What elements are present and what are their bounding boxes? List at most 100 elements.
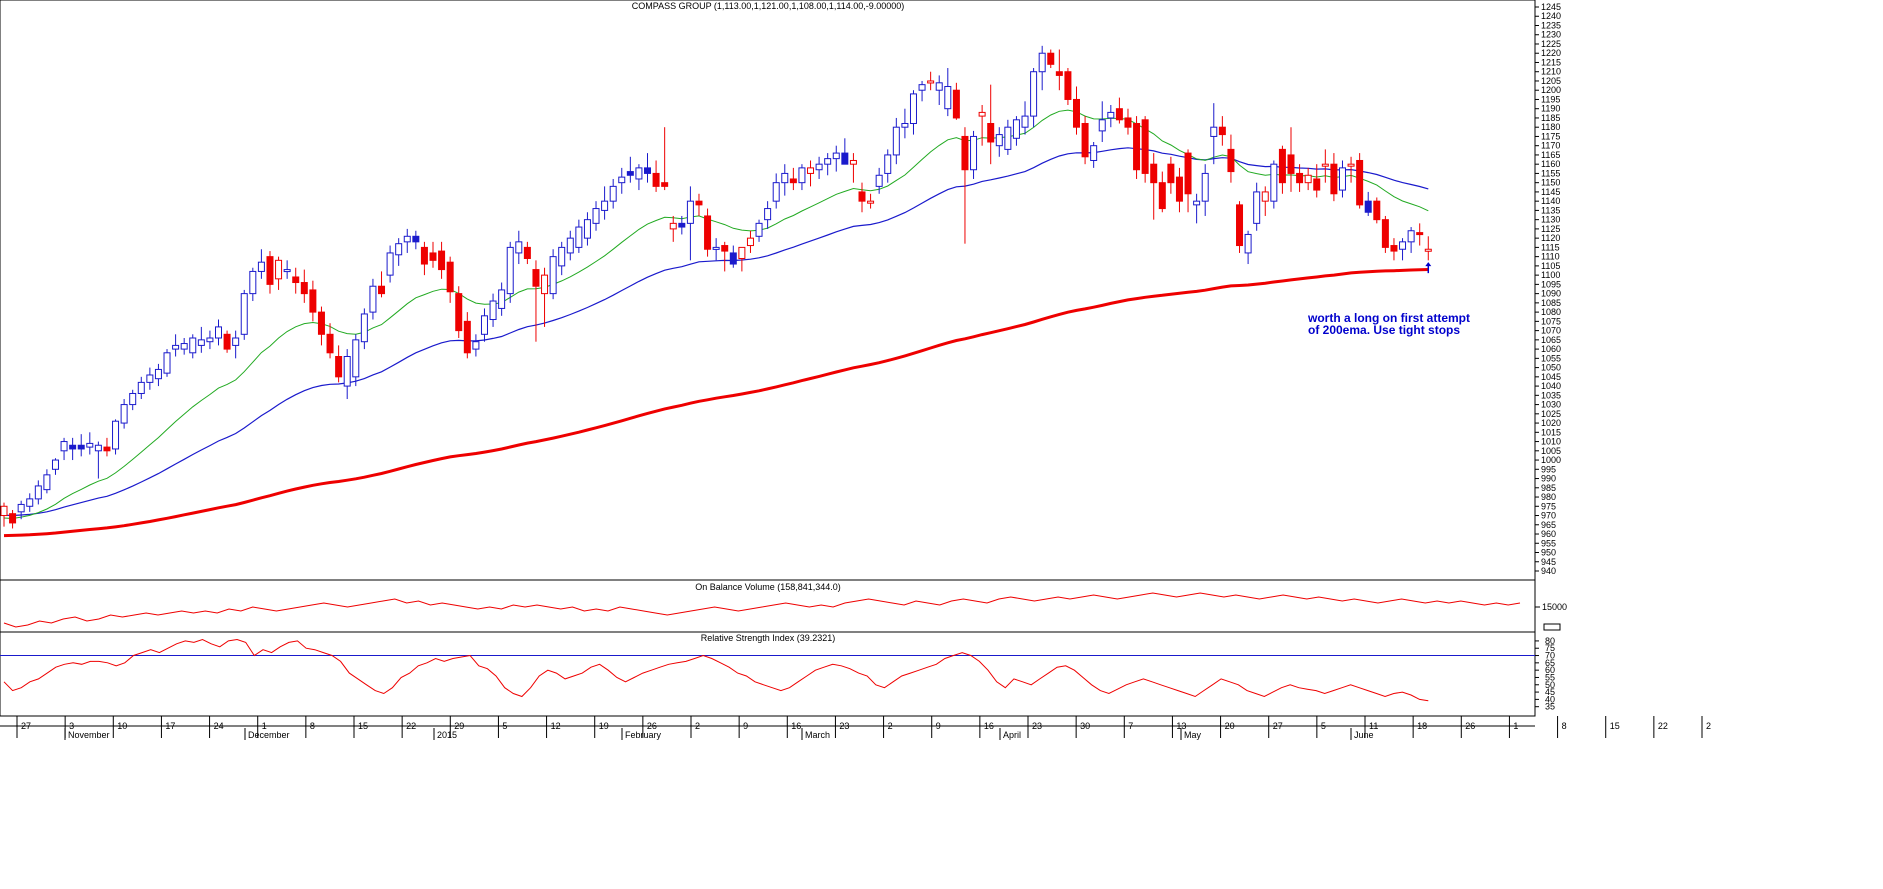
price-tick-label: 1155 [1541,168,1560,178]
price-tick-label: 1135 [1541,205,1560,215]
candle-body [1167,163,1175,184]
candle-body [446,261,454,293]
price-tick-label: 1185 [1541,113,1560,123]
day-label: 2 [1706,721,1711,731]
candle-body [438,250,446,271]
price-tick-label: 945 [1541,557,1556,567]
candle-body [575,226,583,248]
candle-body [429,252,437,261]
price-tick-label: 1050 [1541,363,1561,373]
month-label: December [248,730,290,740]
candle-body [26,498,34,507]
candle-body [1004,126,1012,150]
price-tick-label: 1215 [1541,57,1561,67]
ema-200-line [3,268,1429,538]
price-tick-label: 1240 [1541,11,1561,21]
candle-body [300,282,308,295]
candle-body [566,237,574,254]
price-tick-label: 1110 [1541,252,1560,262]
rsi-line [3,638,1429,702]
rsi-tick-label: 55 [1545,672,1555,682]
rsi-tick-label: 45 [1545,687,1555,697]
candle-body [987,122,995,143]
candle-body [789,178,797,184]
price-tick-label: 960 [1541,529,1556,539]
candle-body [807,167,815,174]
day-label: 5 [502,721,507,731]
candle-body [386,252,394,276]
obv-tick-label: 15000 [1542,602,1567,612]
arrow-head [1425,262,1432,267]
rsi-tick-label: 50 [1545,680,1555,690]
candle-body [455,293,463,332]
day-label: 10 [117,721,127,731]
day-label: 23 [1032,721,1042,731]
day-label: 12 [551,721,561,731]
candle-body [309,289,317,313]
candle-body [1244,233,1252,254]
candle-body [1390,245,1398,252]
candle-body [1296,172,1304,184]
candle-body [626,171,634,176]
candle-body [592,208,600,224]
candle-body [927,80,935,84]
day-labels: 27 3 10 17 24 1 8 15 22 29 5 12 19 26 2 9 16 23 2 9 16 23 30 7 1… [16,716,1711,738]
price-tick-label: 1015 [1541,427,1561,437]
candle-body [1124,117,1132,128]
day-label: 29 [454,721,464,731]
candle-body [1107,111,1115,119]
candle-body [712,246,720,250]
price-tick-label: 950 [1541,548,1556,558]
candle-body [1064,71,1072,100]
day-label: 9 [936,721,941,731]
day-label: 26 [647,721,657,731]
month-label: May [1184,730,1202,740]
candle-body [1175,176,1183,202]
candle-body [583,219,591,239]
price-tick-label: 1040 [1541,381,1561,391]
day-label: 16 [984,721,994,731]
price-tick-label: 1210 [1541,67,1561,77]
candle-body [9,513,17,524]
candle-body [112,420,120,450]
price-tick-label: 1020 [1541,418,1561,428]
price-tick-label: 1140 [1541,196,1560,206]
price-tick-label: 980 [1541,492,1556,502]
candle-body [884,154,892,174]
candle-body [1313,178,1321,191]
candle-body [154,368,162,380]
price-tick-label: 1070 [1541,326,1561,336]
candle-body [1030,71,1038,117]
candlesticks [0,45,1432,529]
candle-body [498,289,506,309]
price-tick-label: 1220 [1541,48,1561,58]
month-label: February [625,730,662,740]
candle-body [558,246,566,267]
price-tick-label: 1030 [1541,400,1561,410]
candle-body [1012,119,1020,139]
day-label: 26 [1465,721,1475,731]
candle-body [103,446,111,452]
price-tick-label: 1000 [1541,455,1561,465]
candle-body [129,392,137,406]
candle-body [17,503,25,513]
candle-body [935,82,943,91]
candle-body [970,135,978,171]
candle-body [1038,52,1046,73]
candle-body [1184,152,1192,195]
price-tick-label: 1145 [1541,187,1560,197]
price-panel-frame [0,0,1536,581]
candle-body [1381,219,1389,248]
day-label: 24 [214,721,224,731]
candle-body [292,276,300,284]
candle-body [1021,115,1029,128]
candle-body [609,185,617,202]
rsi-tick-label: 80 [1545,636,1555,646]
day-label: 9 [743,721,748,731]
price-tick-label: 970 [1541,511,1556,521]
month-label: 2015 [437,730,457,740]
candle-body [335,355,343,378]
candle-body [120,404,128,424]
candle-body [403,235,411,243]
